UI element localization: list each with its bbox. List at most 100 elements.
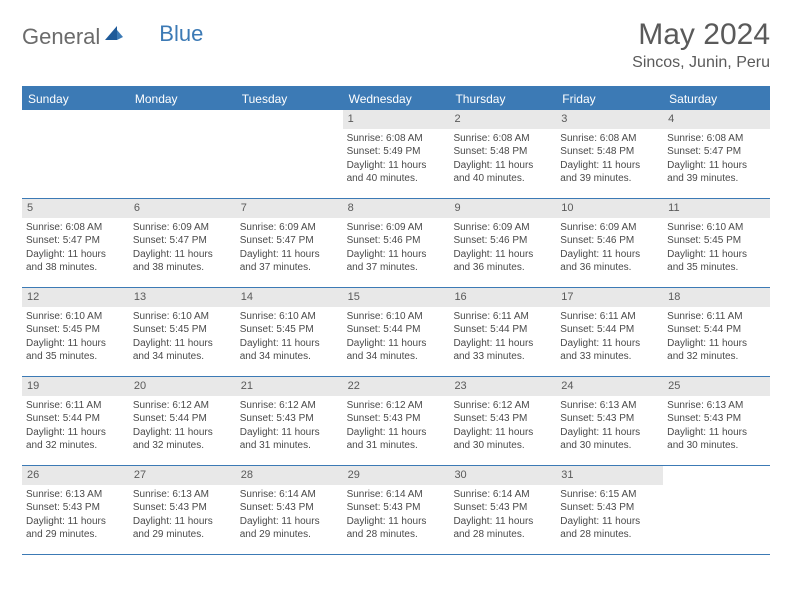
sunset-text: Sunset: 5:47 PM (240, 234, 339, 248)
daylight-text: Daylight: 11 hours and 30 minutes. (453, 426, 552, 453)
sunset-text: Sunset: 5:44 PM (453, 323, 552, 337)
calendar-day-cell: 4Sunrise: 6:08 AMSunset: 5:47 PMDaylight… (663, 110, 770, 198)
header: General Blue May 2024 Sincos, Junin, Per… (22, 18, 770, 72)
day-number: 24 (556, 377, 663, 396)
day-number: 30 (449, 466, 556, 485)
sunrise-text: Sunrise: 6:14 AM (347, 488, 446, 502)
calendar: Sunday Monday Tuesday Wednesday Thursday… (22, 86, 770, 555)
daylight-text: Daylight: 11 hours and 36 minutes. (560, 248, 659, 275)
sunset-text: Sunset: 5:48 PM (453, 145, 552, 159)
weekday-header: Thursday (449, 88, 556, 110)
calendar-day-cell: 30Sunrise: 6:14 AMSunset: 5:43 PMDayligh… (449, 466, 556, 554)
daylight-text: Daylight: 11 hours and 34 minutes. (240, 337, 339, 364)
day-number: 14 (236, 288, 343, 307)
calendar-day-cell: 3Sunrise: 6:08 AMSunset: 5:48 PMDaylight… (556, 110, 663, 198)
sunrise-text: Sunrise: 6:10 AM (133, 310, 232, 324)
daylight-text: Daylight: 11 hours and 38 minutes. (26, 248, 125, 275)
sunset-text: Sunset: 5:47 PM (667, 145, 766, 159)
sunrise-text: Sunrise: 6:09 AM (560, 221, 659, 235)
calendar-body: 1Sunrise: 6:08 AMSunset: 5:49 PMDaylight… (22, 110, 770, 555)
day-number: 7 (236, 199, 343, 218)
sunrise-text: Sunrise: 6:09 AM (133, 221, 232, 235)
sunset-text: Sunset: 5:44 PM (667, 323, 766, 337)
sunrise-text: Sunrise: 6:15 AM (560, 488, 659, 502)
daylight-text: Daylight: 11 hours and 29 minutes. (133, 515, 232, 542)
calendar-week-row: 26Sunrise: 6:13 AMSunset: 5:43 PMDayligh… (22, 466, 770, 555)
calendar-day-cell: 17Sunrise: 6:11 AMSunset: 5:44 PMDayligh… (556, 288, 663, 376)
day-number: 20 (129, 377, 236, 396)
daylight-text: Daylight: 11 hours and 32 minutes. (26, 426, 125, 453)
sunrise-text: Sunrise: 6:12 AM (453, 399, 552, 413)
day-number: 10 (556, 199, 663, 218)
calendar-day-cell: 13 Sunrise: 6:10 AMSunset: 5:45 PMDayligh… (129, 288, 236, 376)
calendar-day-cell: 7Sunrise: 6:09 AMSunset: 5:47 PMDaylight… (236, 199, 343, 287)
sunset-text: Sunset: 5:43 PM (133, 501, 232, 515)
calendar-week-row: 12Sunrise: 6:10 AMSunset: 5:45 PMDayligh… (22, 288, 770, 377)
daylight-text: Daylight: 11 hours and 39 minutes. (560, 159, 659, 186)
calendar-day-cell: 24Sunrise: 6:13 AMSunset: 5:43 PMDayligh… (556, 377, 663, 465)
logo: General Blue (22, 18, 203, 50)
sunrise-text: Sunrise: 6:11 AM (453, 310, 552, 324)
logo-text-blue: Blue (159, 21, 203, 47)
calendar-day-cell: 11Sunrise: 6:10 AMSunset: 5:45 PMDayligh… (663, 199, 770, 287)
sunset-text: Sunset: 5:44 PM (133, 412, 232, 426)
day-number: 18 (663, 288, 770, 307)
day-number: 13 (129, 288, 236, 307)
sunrise-text: Sunrise: 6:10 AM (26, 310, 125, 324)
day-number: 9 (449, 199, 556, 218)
sunset-text: Sunset: 5:45 PM (26, 323, 125, 337)
calendar-day-cell: 27Sunrise: 6:13 AMSunset: 5:43 PMDayligh… (129, 466, 236, 554)
sunrise-text: Sunrise: 6:12 AM (240, 399, 339, 413)
day-number: 2 (449, 110, 556, 129)
daylight-text: Daylight: 11 hours and 30 minutes. (560, 426, 659, 453)
sunset-text: Sunset: 5:45 PM (133, 323, 232, 337)
daylight-text: Daylight: 11 hours and 37 minutes. (347, 248, 446, 275)
day-number: 23 (449, 377, 556, 396)
weekday-header: Tuesday (236, 88, 343, 110)
calendar-day-cell: 23Sunrise: 6:12 AMSunset: 5:43 PMDayligh… (449, 377, 556, 465)
sunset-text: Sunset: 5:49 PM (347, 145, 446, 159)
sunset-text: Sunset: 5:46 PM (453, 234, 552, 248)
day-number: 26 (22, 466, 129, 485)
calendar-day-cell: 15Sunrise: 6:10 AMSunset: 5:44 PMDayligh… (343, 288, 450, 376)
sunrise-text: Sunrise: 6:09 AM (453, 221, 552, 235)
daylight-text: Daylight: 11 hours and 28 minutes. (347, 515, 446, 542)
calendar-day-cell: 10Sunrise: 6:09 AMSunset: 5:46 PMDayligh… (556, 199, 663, 287)
calendar-day-cell: 19Sunrise: 6:11 AMSunset: 5:44 PMDayligh… (22, 377, 129, 465)
calendar-day-cell (236, 110, 343, 198)
daylight-text: Daylight: 11 hours and 35 minutes. (26, 337, 125, 364)
sunrise-text: Sunrise: 6:10 AM (667, 221, 766, 235)
day-number: 15 (343, 288, 450, 307)
sunrise-text: Sunrise: 6:14 AM (240, 488, 339, 502)
sunrise-text: Sunrise: 6:13 AM (26, 488, 125, 502)
sunrise-text: Sunrise: 6:08 AM (347, 132, 446, 146)
sunrise-text: Sunrise: 6:12 AM (347, 399, 446, 413)
sunset-text: Sunset: 5:43 PM (560, 501, 659, 515)
calendar-day-cell (22, 110, 129, 198)
sunrise-text: Sunrise: 6:09 AM (240, 221, 339, 235)
daylight-text: Daylight: 11 hours and 32 minutes. (133, 426, 232, 453)
calendar-day-cell (663, 466, 770, 554)
daylight-text: Daylight: 11 hours and 40 minutes. (453, 159, 552, 186)
day-number: 22 (343, 377, 450, 396)
daylight-text: Daylight: 11 hours and 38 minutes. (133, 248, 232, 275)
day-number: 27 (129, 466, 236, 485)
daylight-text: Daylight: 11 hours and 31 minutes. (240, 426, 339, 453)
day-number: 21 (236, 377, 343, 396)
calendar-day-cell: 21Sunrise: 6:12 AMSunset: 5:43 PMDayligh… (236, 377, 343, 465)
sunset-text: Sunset: 5:43 PM (453, 501, 552, 515)
daylight-text: Daylight: 11 hours and 35 minutes. (667, 248, 766, 275)
calendar-header-row: Sunday Monday Tuesday Wednesday Thursday… (22, 86, 770, 110)
daylight-text: Daylight: 11 hours and 40 minutes. (347, 159, 446, 186)
calendar-day-cell: 6Sunrise: 6:09 AMSunset: 5:47 PMDaylight… (129, 199, 236, 287)
day-number: 16 (449, 288, 556, 307)
logo-text-general: General (22, 24, 100, 50)
month-title: May 2024 (632, 18, 770, 52)
sunset-text: Sunset: 5:43 PM (560, 412, 659, 426)
daylight-text: Daylight: 11 hours and 31 minutes. (347, 426, 446, 453)
daylight-text: Daylight: 11 hours and 34 minutes. (133, 337, 232, 364)
sunset-text: Sunset: 5:45 PM (667, 234, 766, 248)
weekday-header: Monday (129, 88, 236, 110)
day-number: 12 (22, 288, 129, 307)
sunrise-text: Sunrise: 6:11 AM (26, 399, 125, 413)
